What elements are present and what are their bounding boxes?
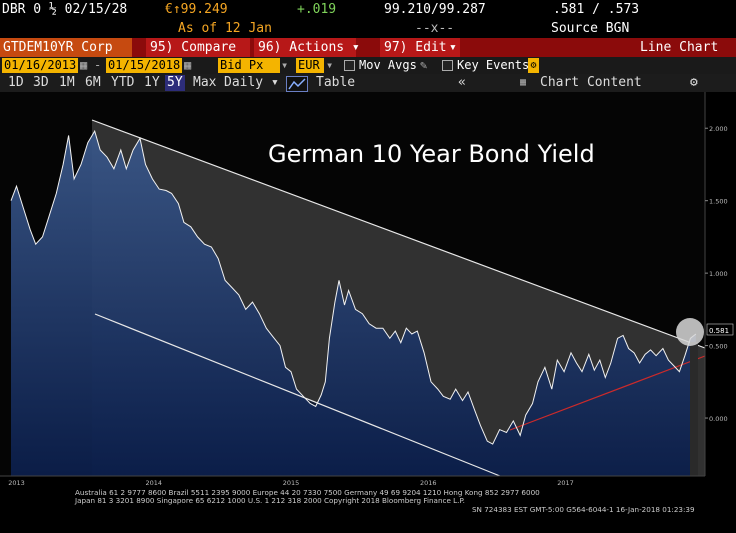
key-events-label: Key Events (457, 58, 530, 72)
highlight-circle (676, 318, 704, 346)
x-tick-label: 2016 (420, 479, 437, 487)
x-tick-label: 2015 (283, 479, 300, 487)
grid-icon[interactable]: ▦ (520, 77, 527, 88)
start-date-input[interactable]: 01/16/2013 (2, 58, 78, 73)
asof-row: As of 12 Jan --x-- Source BGN (0, 20, 736, 38)
edit-button[interactable]: 97) Edit (380, 38, 447, 57)
lower-trendline (94, 313, 501, 477)
y-tick-label: 0.500 (709, 343, 728, 351)
source-label: Source BGN (551, 21, 630, 36)
field-select[interactable]: Bid Px (218, 58, 280, 73)
pencil-icon[interactable]: ✎ (420, 58, 428, 72)
mov-avgs-label: Mov Avgs (359, 58, 417, 72)
bid-ask: 99.210/99.287 (384, 2, 486, 17)
chart-content-button[interactable]: Chart Content (540, 75, 642, 90)
y-tick-label: 2.000 (709, 125, 728, 133)
x-tick-label: 2017 (557, 479, 574, 487)
line-chart-icon[interactable] (286, 76, 308, 92)
y-tick-label: 0.000 (709, 415, 728, 423)
period-1m[interactable]: 1M (59, 75, 75, 90)
period-1d[interactable]: 1D (8, 75, 24, 90)
price-change: +.019 (297, 2, 337, 17)
currency-select[interactable]: EUR (296, 58, 324, 73)
footer-line-3: SN 724383 EST GMT-5:00 G564-6044-1 16-Ja… (472, 505, 695, 514)
dropdown-icon[interactable]: ▾ (326, 58, 334, 72)
last-value-box (706, 323, 734, 336)
key-events-toggle[interactable]: Key Events (442, 58, 542, 73)
key-events-settings-icon[interactable]: ⚙ (528, 58, 539, 73)
as-of-date: As of 12 Jan (178, 21, 272, 36)
calendar-icon[interactable]: ▦ (80, 58, 88, 72)
table-button[interactable]: Table (316, 75, 356, 90)
period-max[interactable]: Max (193, 75, 217, 90)
date-range-bar: 01/16/2013 ▦ - 01/15/2018 ▦ Bid Px ▾ EUR… (0, 57, 736, 74)
support-trendline (509, 355, 706, 431)
dash-separator: --x-- (415, 21, 455, 36)
period-bar: 1D 3D 1M 6M YTD 1Y 5Y Max Daily ▾ Table … (0, 74, 736, 92)
actions-button[interactable]: 96) Actions ▾ (254, 38, 360, 57)
yield-series-line (10, 129, 697, 445)
ticker-field[interactable]: GTDEM10YR Corp (0, 38, 132, 57)
settings-icon[interactable]: ⚙ (690, 75, 698, 90)
function-toolbar: GTDEM10YR Corp 95) Compare 96) Actions ▾… (0, 38, 736, 57)
checkbox-icon[interactable] (442, 60, 453, 71)
chart-title: German 10 Year Bond Yield (268, 140, 595, 168)
chart-panel[interactable]: 2.000 1.500 1.000 0.500 0.000 2013 2014 2015 20… (0, 92, 736, 529)
calendar-icon[interactable]: ▦ (184, 58, 192, 72)
end-date-input[interactable]: 01/15/2018 (106, 58, 182, 73)
dropdown-icon[interactable]: ▾ (281, 58, 289, 72)
compare-button[interactable]: 95) Compare (146, 38, 250, 57)
last-price: €↑99.249 (165, 2, 228, 17)
period-5y[interactable]: 5Y (165, 75, 185, 91)
line-chart-icon (288, 78, 306, 90)
ticker-row: DBR 0 ½ 02/15/28 €↑99.249 +.019 99.210/9… (0, 0, 736, 20)
collapse-button[interactable]: « (458, 75, 466, 90)
period-ytd[interactable]: YTD (111, 75, 135, 90)
last-value-label: 0.581 (709, 327, 729, 335)
frequency-select[interactable]: Daily ▾ (224, 75, 279, 90)
y-tick-label: 1.500 (709, 198, 728, 206)
upper-trendline (91, 119, 706, 349)
chart-type-label[interactable]: Line Chart (640, 40, 719, 55)
x-tick-label: 2013 (8, 479, 25, 487)
y-tick-label: 1.000 (709, 270, 728, 278)
footer-line-1: Australia 61 2 9777 8600 Brazil 5511 239… (75, 488, 540, 497)
bond-yield-chart: 2.000 1.500 1.000 0.500 0.000 2013 2014 2015 20… (0, 92, 734, 514)
period-6m[interactable]: 6M (85, 75, 101, 90)
period-3d[interactable]: 3D (33, 75, 49, 90)
yields: .581 / .573 (553, 2, 640, 17)
security-name: DBR 0 ½ 02/15/28 (2, 2, 128, 17)
period-1y[interactable]: 1Y (144, 75, 160, 90)
x-tick-label: 2014 (145, 479, 162, 487)
footer-line-2: Japan 81 3 3201 8900 Singapore 65 6212 1… (74, 496, 465, 505)
current-bar (690, 342, 698, 476)
edit-dropdown-icon[interactable]: ▾ (446, 38, 460, 57)
mov-avgs-toggle[interactable]: Mov Avgs (344, 58, 434, 73)
checkbox-icon[interactable] (344, 60, 355, 71)
